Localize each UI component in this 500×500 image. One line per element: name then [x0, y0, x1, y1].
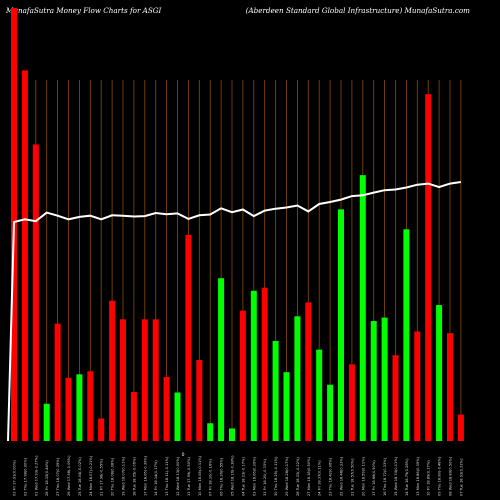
x-tick-label: 28 Tue 18.33(-0.22%) — [296, 457, 300, 496]
bar — [229, 428, 235, 441]
x-tick-label: 31 Fri 18.20(-0.33%) — [263, 458, 267, 496]
bar — [207, 423, 214, 441]
x-tick-label: 10 Fri 18.89(0.17%) — [427, 460, 431, 496]
bar — [250, 290, 257, 441]
bar — [130, 392, 137, 441]
x-tick-label: 28 Fri 18.15(0.44%) — [45, 460, 49, 496]
bar — [272, 340, 279, 441]
x-tick-label: 26 Wed 17.98(-0.06%) — [67, 455, 71, 496]
bar — [305, 302, 312, 441]
x-tick-label: 20 Thu 18.08(0.08%) — [111, 457, 115, 496]
x-tick-label: 14 Fri 18.14(0.17%) — [154, 460, 158, 496]
x-tick-label: 27 Thu 18.07(0.39%) — [56, 457, 60, 496]
bar — [120, 319, 126, 441]
bars — [11, 8, 464, 442]
x-axis-labels: 03 Fri 17.91(0.00%) 02 Thu 17.98(0.00%) 01… — [13, 455, 464, 496]
x-tick-label: 20 Mon 18.59(0.11%) — [361, 456, 365, 496]
x-tick-label: 24 Fri 18.37(0.11%) — [318, 460, 322, 496]
bar — [348, 364, 355, 441]
bar — [316, 349, 323, 441]
bar — [98, 418, 105, 441]
bar — [174, 392, 181, 441]
x-tick-label: 24 Mon 18.07(-0.21%) — [89, 455, 93, 496]
bar — [87, 371, 94, 441]
bar — [414, 331, 421, 441]
x-tick-label: 30 Thu 18.25(-0.11%) — [274, 456, 278, 496]
bar — [283, 372, 290, 441]
bar — [327, 384, 334, 441]
x-tick-label: 14 Tue 18.79(0.28%) — [405, 458, 409, 496]
bar — [403, 229, 410, 441]
x-tick-label: 23 Thu 18.42(0.06%) — [329, 457, 333, 496]
bar — [392, 355, 399, 441]
bar — [163, 376, 170, 441]
x-tick-label: 17 Mon 18.06(-0.39%) — [143, 455, 147, 496]
x-tick-label: 25 Tue 18.04(-0.02%) — [78, 457, 82, 496]
x-tick-label: 12 Wed 18.13(0.00%) — [176, 456, 180, 496]
bar — [65, 377, 72, 441]
x-tick-label: 11 Tue 17.99(-0.50%) — [187, 457, 191, 496]
x-tick-label: 27 Mon 18.18(0.50%) — [307, 456, 311, 496]
x-tick-label: 21 Fri 17.98(-0.55%) — [100, 458, 104, 496]
bar — [370, 321, 377, 441]
x-tick-label: 17 Fri 18.66(0.50%) — [372, 460, 376, 496]
bar — [152, 319, 159, 441]
bar — [457, 414, 464, 441]
x-tick-label: 07 Tue 18.93(0.22%) — [459, 458, 463, 496]
chart-subtitle: (Aberdeen Standard Global Infrastructure… — [245, 6, 470, 15]
x-tick-label: 10 Mon 18.08(-0.11%) — [198, 455, 202, 496]
bar — [141, 319, 148, 441]
bar — [239, 310, 246, 441]
x-tick-label: 21 Tue 18.57(0.50%) — [350, 458, 354, 496]
x-tick-label: 06 Thu 18.26(0.55%) — [220, 457, 224, 496]
x-tick-label: 18 Tue 18.05(-0.06%) — [132, 457, 136, 496]
x-tick-label: 13 Mon 18.86(0.39%) — [416, 456, 420, 496]
x-tick-label: 16 Thu 18.72(0.33%) — [383, 457, 387, 496]
bar — [381, 317, 388, 441]
x-tick-label: 04 Tue 18.23(-0.17%) — [241, 457, 245, 496]
x-tick-label: 07 Fri 18.10(-0.16%) — [209, 458, 213, 496]
x-tick-label: 22 Wed 18.48(0.33%) — [340, 456, 344, 496]
x-tick-label: 09 Thu 18.80(-0.48%) — [438, 456, 442, 496]
x-tick-label: 19 Wed 18.07(0.11%) — [122, 456, 126, 496]
x-tick-label: 08 Wed 18.89(0.50%) — [449, 456, 453, 496]
bar — [218, 278, 225, 441]
x-tick-label: 05 Wed 18.16(-0.38%) — [231, 455, 235, 496]
bar — [32, 144, 39, 441]
x-tick-label: 03 Mon 18.06(0.39%) — [252, 456, 256, 496]
bar — [76, 374, 83, 441]
bar — [109, 300, 116, 441]
x-tick-label: 03 Fri 17.91(0.00%) — [13, 460, 17, 496]
bar — [294, 316, 301, 441]
bar — [196, 360, 203, 441]
bar — [261, 287, 268, 441]
x-tick-label: 02 Thu 17.98(0.00%) — [23, 457, 27, 496]
bar — [359, 175, 366, 441]
x-tick-label: 15 Wed 18.74(0.11%) — [394, 456, 398, 496]
bar — [447, 333, 453, 441]
chart-title: MunafaSutra Money Flow Charts for ASGI — [6, 6, 162, 15]
bar — [185, 234, 192, 441]
bar — [436, 305, 443, 441]
x-tick-label: 01 Wed 17.93(-0.27%) — [34, 455, 38, 496]
bar — [54, 323, 61, 441]
bar — [338, 209, 344, 441]
axis-mark: 0 — [182, 452, 185, 458]
bar — [21, 70, 28, 442]
x-tick-label: 13 Thu 18.11(-0.11%) — [165, 456, 169, 496]
bar — [425, 94, 432, 442]
bar — [43, 403, 50, 441]
price-line — [7, 181, 462, 442]
x-tick-label: 29 Wed 18.28(0.17%) — [285, 456, 289, 496]
